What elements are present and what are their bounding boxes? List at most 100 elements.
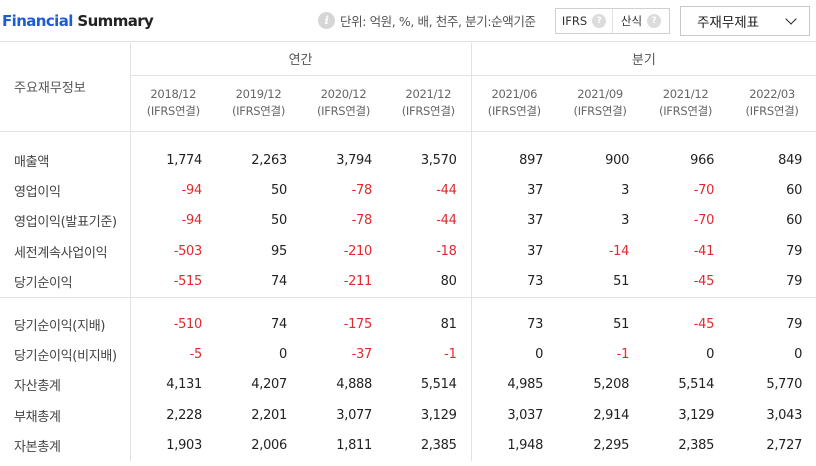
annual-group-header: 연간: [130, 43, 472, 76]
value-cell: 37: [527, 213, 544, 229]
value-cell: 4,888: [336, 377, 372, 393]
value-cell: 966: [690, 152, 715, 168]
value-cell: 50: [271, 213, 287, 229]
row-label: 영업이익(발표기준): [0, 205, 131, 236]
value-cell: 81: [386, 296, 472, 339]
period-date: 2021/06: [491, 87, 538, 101]
title-summary: Summary: [72, 12, 154, 30]
financial-summary-table: 주요재무정보 연간 분기 2018/12 (IFRS연결) 2019/12 (IFRS…: [0, 43, 816, 461]
period-date: 2021/12: [662, 87, 709, 101]
value-cell: 4,207: [251, 377, 287, 393]
value-cell: -41: [693, 243, 715, 259]
value-cell: 73: [527, 274, 544, 289]
statement-type-select[interactable]: 주재무제표: [680, 6, 810, 36]
formula-toggle[interactable]: 산식 ?: [612, 9, 669, 33]
value-cell: -44: [386, 175, 472, 206]
value-cell: -515: [173, 274, 203, 289]
info-icon[interactable]: i: [318, 12, 335, 29]
value-cell: -70: [693, 182, 715, 198]
value-cell: 2,914: [593, 407, 630, 423]
value-cell: 3,037: [507, 407, 544, 423]
value-cell: 1,811: [336, 438, 372, 454]
value-cell: 2,385: [386, 430, 472, 461]
value-cell: 3,794: [336, 152, 372, 168]
period-date: 2022/03: [749, 87, 795, 101]
value-cell: 0: [279, 346, 287, 362]
value-cell: 74: [271, 274, 287, 289]
period-header: 2021/09 (IFRS연결): [557, 75, 644, 132]
row-label: 매출액: [0, 131, 131, 175]
value-cell: 2,385: [678, 438, 715, 454]
quarter-group-header: 분기: [471, 43, 816, 76]
period-header: 2021/12 (IFRS연결): [643, 75, 729, 132]
value-cell: 5,770: [766, 377, 803, 393]
value-cell: -94: [181, 213, 203, 229]
table-row: 영업이익 -94 50 -78 -44 37 3 -70 60: [0, 175, 816, 206]
row-label: 자본총계: [0, 430, 131, 461]
value-cell: 5,514: [678, 377, 715, 393]
value-cell: -70: [693, 213, 715, 229]
value-cell: 37: [527, 243, 544, 259]
value-cell: 4,131: [166, 377, 202, 393]
period-basis: (IFRS연결): [573, 104, 627, 118]
value-cell: 2,201: [251, 407, 287, 423]
period-date: 2020/12: [320, 87, 367, 101]
value-cell: 2,228: [166, 407, 202, 423]
period-basis: (IFRS연결): [745, 104, 799, 118]
value-cell: 3,570: [386, 131, 472, 175]
summary-header: Financial Summary i 단위: 억원, %, 배, 천주, 분기…: [0, 0, 816, 42]
period-header: 2021/12 (IFRS연결): [386, 75, 472, 132]
value-cell: -210: [343, 243, 373, 259]
ifrs-label: IFRS: [561, 14, 588, 28]
row-label: 세전계속사업이익: [0, 236, 131, 267]
value-cell: 3: [621, 213, 630, 229]
value-cell: -18: [386, 236, 472, 267]
row-label: 영업이익: [0, 175, 131, 206]
value-cell: 3,043: [766, 407, 803, 423]
value-cell: -175: [301, 296, 386, 339]
period-date: 2021/12: [405, 87, 452, 101]
unit-note: i 단위: 억원, %, 배, 천주, 분기:순액기준: [318, 11, 536, 30]
value-cell: 2,006: [251, 438, 287, 454]
value-cell: 73: [471, 296, 558, 339]
row-label: 자산총계: [0, 369, 131, 400]
table-row: 당기순이익(지배) -510 74 -175 81 73 51 -45 79: [0, 296, 816, 339]
row-label: 당기순이익: [0, 266, 131, 297]
value-cell: 1,903: [166, 438, 202, 454]
help-icon[interactable]: ?: [592, 14, 607, 28]
period-header: 2021/06 (IFRS연결): [471, 75, 558, 132]
help-icon[interactable]: ?: [647, 14, 662, 28]
value-cell: 4,985: [507, 377, 544, 393]
ifrs-toggle[interactable]: IFRS ?: [556, 9, 612, 33]
period-header: 2018/12 (IFRS연결): [130, 75, 216, 132]
value-cell: -45: [693, 274, 715, 289]
value-cell: -211: [343, 274, 373, 289]
value-cell: -1: [616, 346, 630, 362]
value-cell: -78: [351, 182, 373, 198]
value-cell: 3,077: [336, 407, 372, 423]
unit-text: 단위: 억원, %, 배, 천주, 분기:순액기준: [340, 14, 536, 29]
value-cell: 1,774: [166, 152, 202, 168]
value-cell: -94: [181, 182, 203, 198]
value-cell: 2,295: [593, 438, 630, 454]
period-date: 2018/12: [150, 87, 197, 101]
period-basis: (IFRS연결): [146, 104, 200, 118]
value-cell: -503: [173, 243, 203, 259]
table-row: 자본총계 1,903 2,006 1,811 2,385 1,948 2,295 2,385 2…: [0, 430, 816, 461]
table-body: 매출액 1,774 2,263 3,794 3,570 897 900 966 849 영업이익 -…: [0, 131, 816, 461]
table-row: 영업이익(발표기준) -94 50 -78 -44 37 3 -70 60: [0, 205, 816, 236]
chevron-down-icon: [785, 13, 797, 25]
value-cell: -510: [130, 296, 216, 339]
period-date: 2021/09: [577, 87, 623, 101]
value-cell: 37: [527, 182, 544, 198]
period-header: 2019/12 (IFRS연결): [216, 75, 301, 132]
period-header: 2022/03 (IFRS연결): [728, 75, 816, 132]
value-cell: 3,129: [386, 400, 472, 431]
period-header: 2020/12 (IFRS연결): [301, 75, 386, 132]
value-cell: -37: [351, 346, 373, 362]
period-basis: (IFRS연결): [401, 104, 455, 118]
value-cell: 79: [786, 243, 803, 259]
value-cell: 5,208: [593, 377, 630, 393]
row-label: 부채총계: [0, 400, 131, 431]
value-cell: -45: [643, 296, 729, 339]
